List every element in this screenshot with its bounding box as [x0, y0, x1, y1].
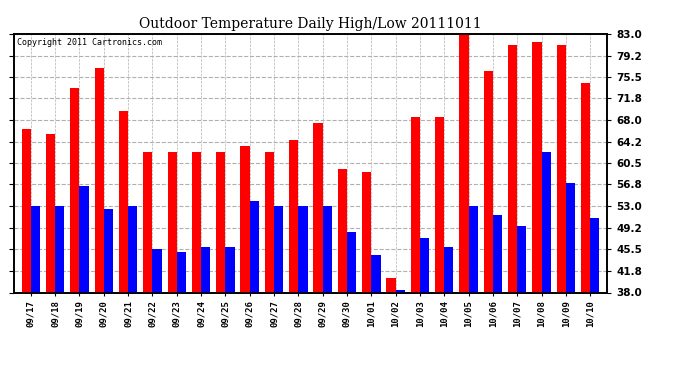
Bar — [152, 249, 161, 292]
Bar — [128, 206, 137, 292]
Bar — [79, 186, 89, 292]
Bar — [265, 152, 274, 292]
Bar — [581, 82, 590, 292]
Bar — [362, 172, 371, 292]
Bar — [216, 152, 226, 292]
Bar — [444, 246, 453, 292]
Bar — [289, 140, 298, 292]
Bar — [46, 134, 55, 292]
Bar — [177, 252, 186, 292]
Bar — [70, 88, 79, 292]
Bar — [435, 117, 444, 292]
Bar — [250, 201, 259, 292]
Bar — [313, 123, 323, 292]
Bar — [144, 152, 152, 292]
Bar — [420, 238, 429, 292]
Bar — [566, 183, 575, 292]
Bar — [395, 290, 405, 292]
Title: Outdoor Temperature Daily High/Low 20111011: Outdoor Temperature Daily High/Low 20111… — [139, 17, 482, 31]
Bar — [493, 215, 502, 292]
Bar — [469, 206, 477, 292]
Bar — [298, 206, 308, 292]
Bar — [240, 146, 250, 292]
Bar — [168, 152, 177, 292]
Bar — [201, 246, 210, 292]
Bar — [532, 42, 542, 292]
Bar — [508, 45, 518, 292]
Bar — [347, 232, 356, 292]
Bar — [337, 169, 347, 292]
Bar — [274, 206, 284, 292]
Bar — [371, 255, 381, 292]
Bar — [119, 111, 128, 292]
Bar — [323, 206, 332, 292]
Bar — [95, 68, 103, 292]
Bar — [590, 218, 600, 292]
Bar — [484, 71, 493, 292]
Bar — [542, 152, 551, 292]
Bar — [55, 206, 64, 292]
Bar — [411, 117, 420, 292]
Bar — [518, 226, 526, 292]
Bar — [31, 206, 40, 292]
Bar — [386, 278, 395, 292]
Bar — [460, 34, 469, 292]
Bar — [21, 129, 31, 292]
Text: Copyright 2011 Cartronics.com: Copyright 2011 Cartronics.com — [17, 38, 161, 46]
Bar — [226, 246, 235, 292]
Bar — [104, 209, 113, 292]
Bar — [192, 152, 201, 292]
Bar — [557, 45, 566, 292]
